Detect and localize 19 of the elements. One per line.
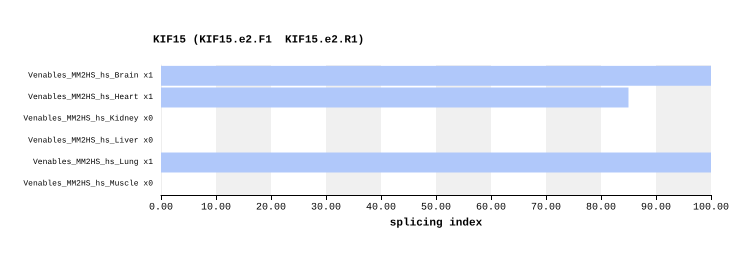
y-tick-label: Venables_MM2HS_hs_Muscle x0 [23, 180, 154, 189]
y-tick-label: Venables_MM2HS_hs_Brain x1 [28, 71, 154, 80]
x-tick-label: 30.00 [310, 202, 342, 214]
x-tick-label: 80.00 [586, 202, 616, 214]
y-tick-label: Venables_MM2HS_hs_Lung x1 [32, 158, 154, 167]
x-tick-label: 100.00 [692, 202, 730, 214]
y-tick-label: Venables_MM2HS_hs_Kidney x0 [23, 114, 154, 124]
y-tick-label: Venables_MM2HS_hs_Heart x1 [28, 93, 154, 102]
x-tick-label: 50.00 [420, 202, 452, 214]
x-tick-label: 70.00 [530, 202, 562, 214]
chart-title: KIF15 (KIF15.e2.F1 KIF15.e2.R1) [153, 34, 364, 46]
x-tick-label: 20.00 [256, 202, 286, 214]
x-axis-title: splicing index [390, 217, 483, 230]
y-tick-label: Venables_MM2HS_hs_Liver x0 [28, 136, 154, 146]
x-tick-label: 40.00 [366, 202, 396, 214]
x-tick-label: 0.00 [148, 202, 174, 214]
x-tick-label: 90.00 [640, 202, 672, 214]
x-tick-label: 60.00 [476, 202, 506, 214]
x-tick-label: 10.00 [200, 202, 232, 214]
